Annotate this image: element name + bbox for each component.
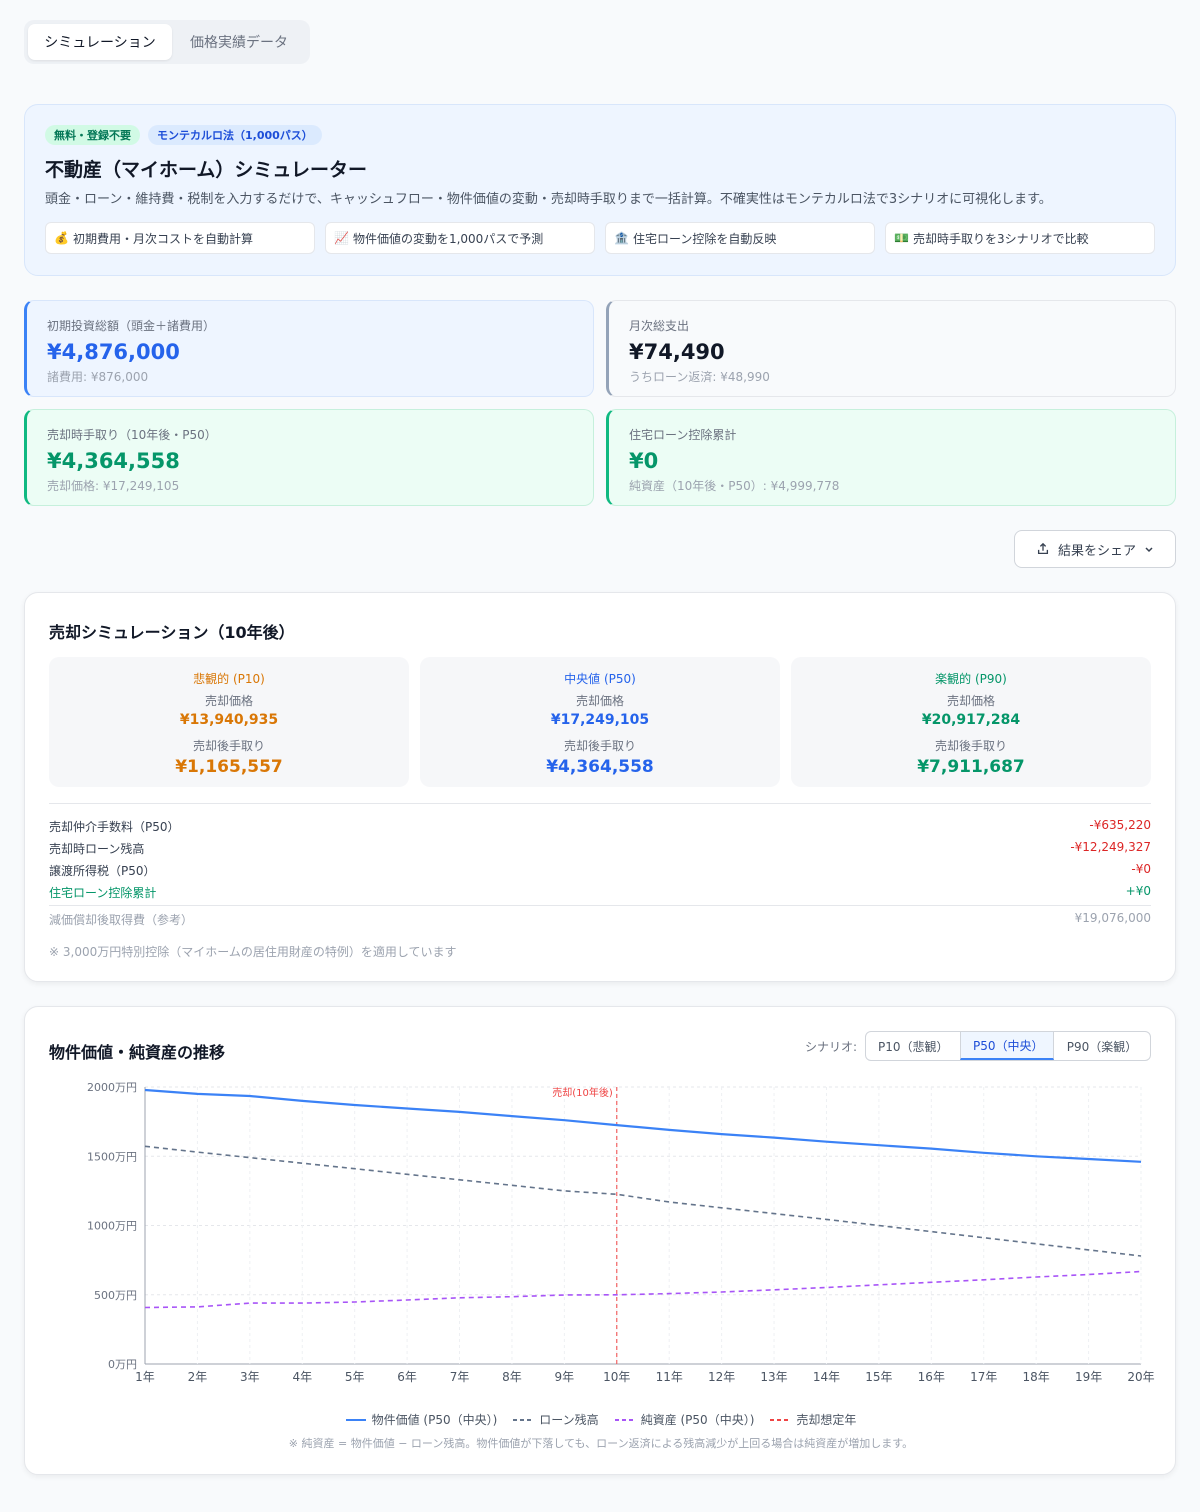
feature-initial-cost: 💰 初期費用・月次コストを自動計算 <box>45 222 315 254</box>
scenario-option-p10[interactable]: P10（悲観） <box>878 1039 949 1054</box>
x-tick-label: 15年 <box>865 1370 892 1384</box>
divider <box>49 803 1151 804</box>
scenario-pessimistic: 悲観的 (P10) 売却価格 ¥13,940,935 売却後手取り ¥1,165… <box>49 657 409 787</box>
x-tick-label: 2年 <box>188 1370 208 1384</box>
trend-chart-title: 物件価値・純資産の推移 <box>49 1043 226 1062</box>
legend-item-equity: 純資産 (P50（中央）) <box>614 1413 755 1427</box>
breakdown-row: 住宅ローン控除累計 +¥0 <box>49 884 1151 900</box>
x-tick-label: 4年 <box>292 1370 312 1384</box>
stat-initial-investment: 初期投資総額（頭金＋諸費用） ¥4,876,000 諸費用: ¥876,000 <box>24 300 594 397</box>
main-tabs: シミュレーション 価格実績データ <box>24 20 310 64</box>
x-tick-label: 18年 <box>1023 1370 1050 1384</box>
free-badge: 無料・登録不要 <box>45 125 140 145</box>
y-tick-label: 0万円 <box>108 1358 137 1371</box>
scenario-median: 中央値 (P50) 売却価格 ¥17,249,105 売却後手取り ¥4,364… <box>420 657 780 787</box>
series-line-net-equity <box>144 1270 1142 1309</box>
x-tick-label: 3年 <box>240 1370 260 1384</box>
scenario-selector: シナリオ: P10（悲観） P50（中央） P90（楽観） <box>805 1031 1151 1061</box>
chart-legend: 物件価値 (P50（中央）) ローン残高 純資産 (P50（中央）) 売却想定年 <box>25 1411 1177 1428</box>
scenario-option-p50[interactable]: P50（中央） <box>960 1032 1054 1060</box>
sale-simulation-card: 売却シミュレーション（10年後） 悲観的 (P10) 売却価格 ¥13,940,… <box>24 592 1176 982</box>
y-tick-label: 1000万円 <box>87 1220 137 1233</box>
x-tick-label: 7年 <box>450 1370 470 1384</box>
legend-item-sale-year: 売却想定年 <box>770 1413 857 1427</box>
x-tick-label: 9年 <box>555 1370 575 1384</box>
reference-row: 減価償却後取得費（参考） ¥19,076,000 <box>49 911 1151 927</box>
x-tick-label: 20年 <box>1127 1370 1154 1384</box>
stat-loan-deduction: 住宅ローン控除累計 ¥0 純資産（10年後・P50）: ¥4,999,778 <box>606 409 1176 506</box>
x-tick-label: 1年 <box>135 1370 155 1384</box>
money-bag-icon: 💰 <box>54 231 69 245</box>
series-line-loan-balance <box>144 1145 1142 1257</box>
y-tick-label: 2000万円 <box>87 1081 137 1094</box>
y-tick-label: 500万円 <box>94 1289 137 1302</box>
x-tick-label: 6年 <box>397 1370 417 1384</box>
tab-simulation[interactable]: シミュレーション <box>28 24 172 60</box>
trend-line-chart: 0万円 500万円 1000万円 1500万円 2000万円 1年 2年 3年 4年 5年 6年 7年… <box>87 1081 1155 1384</box>
breakdown-row: 売却時ローン残高 -¥12,249,327 <box>49 840 1151 856</box>
special-deduction-note: ※ 3,000万円特別控除（マイホームの居住用財産の特例）を適用しています <box>49 945 457 959</box>
series-line-property-value <box>144 1088 1142 1163</box>
feature-sale-compare: 💵 売却時手取りを3シナリオで比較 <box>885 222 1155 254</box>
share-icon <box>1037 542 1049 555</box>
x-tick-label: 11年 <box>656 1370 683 1384</box>
scenario-option-p90[interactable]: P90（楽観） <box>1066 1039 1138 1054</box>
x-tick-label: 8年 <box>502 1370 522 1384</box>
x-tick-label: 13年 <box>760 1370 787 1384</box>
x-tick-label: 17年 <box>970 1370 997 1384</box>
stat-sale-proceeds: 売却時手取り（10年後・P50） ¥4,364,558 売却価格: ¥17,24… <box>24 409 594 506</box>
hero-panel: 無料・登録不要 モンテカルロ法（1,000パス） 不動産（マイホーム）シミュレー… <box>24 104 1176 276</box>
feature-loan-deduction: 🏦 住宅ローン控除を自動反映 <box>605 222 875 254</box>
x-tick-label: 19年 <box>1075 1370 1102 1384</box>
x-tick-label: 10年 <box>603 1370 630 1384</box>
x-tick-label: 14年 <box>813 1370 840 1384</box>
x-tick-label: 5年 <box>345 1370 365 1384</box>
page-description: 頭金・ローン・維持費・税制を入力するだけで、キャッシュフロー・物件価値の変動・売… <box>45 192 1052 207</box>
scenario-optimistic: 楽観的 (P90) 売却価格 ¥20,917,284 売却後手取り ¥7,911… <box>791 657 1151 787</box>
feature-value-forecast: 📈 物件価値の変動を1,000パスで予測 <box>325 222 595 254</box>
banknote-icon: 💵 <box>894 231 909 245</box>
x-tick-label: 12年 <box>708 1370 735 1384</box>
legend-item-loan: ローン残高 <box>513 1413 599 1427</box>
legend-item-value: 物件価値 (P50（中央）) <box>345 1413 498 1427</box>
breakdown-row: 譲渡所得税（P50） -¥0 <box>49 862 1151 878</box>
breakdown-row: 売却仲介手数料（P50） -¥635,220 <box>49 818 1151 834</box>
y-tick-label: 1500万円 <box>87 1150 137 1163</box>
bank-icon: 🏦 <box>614 231 629 245</box>
chevron-down-icon <box>1145 547 1153 553</box>
sale-simulation-title: 売却シミュレーション（10年後） <box>49 623 295 642</box>
x-tick-label: 16年 <box>918 1370 945 1384</box>
equity-note: ※ 純資産 = 物件価値 − ローン残高。物件価値が下落しても、ローン返済による… <box>288 1437 914 1450</box>
trend-chart-card: 物件価値・純資産の推移 シナリオ: P10（悲観） P50（中央） P90（楽観… <box>24 1006 1176 1475</box>
divider <box>49 905 1151 906</box>
stat-monthly-expense: 月次総支出 ¥74,490 うちローン返済: ¥48,990 <box>606 300 1176 397</box>
tab-price-data[interactable]: 価格実績データ <box>190 35 288 51</box>
chart-up-icon: 📈 <box>334 231 349 245</box>
sale-year-label: 売却(10年後) <box>552 1086 613 1099</box>
page-title: 不動産（マイホーム）シミュレーター <box>45 159 368 181</box>
share-results-button[interactable]: 結果をシェア <box>1014 530 1176 568</box>
method-badge: モンテカルロ法（1,000パス） <box>148 125 322 145</box>
